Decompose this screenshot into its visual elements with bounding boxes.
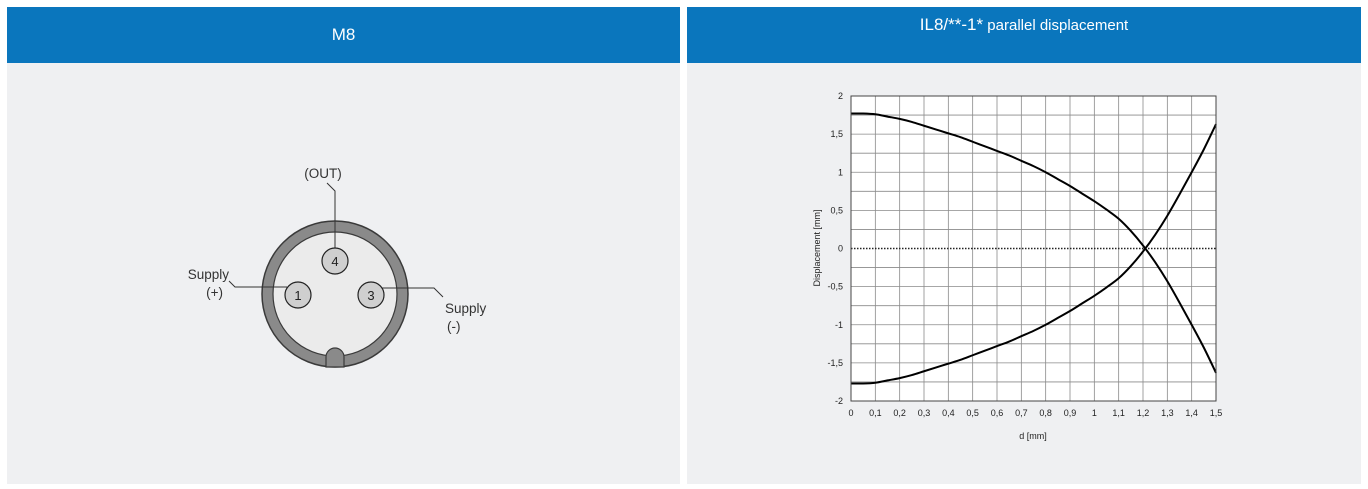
x-tick-label: 0 (848, 408, 853, 418)
connector-panel: M8 4 1 3 (OUT (7, 7, 680, 484)
y-tick-label: 1,5 (830, 129, 843, 139)
x-tick-label: 1,1 (1112, 408, 1125, 418)
x-tick-label: 1,2 (1137, 408, 1150, 418)
y-tick-label: 2 (838, 91, 843, 101)
series (850, 112, 1217, 385)
pin-4-label: (OUT) (304, 166, 342, 181)
y-tick-label: -1 (835, 320, 843, 330)
x-tick-label: 0,6 (991, 408, 1004, 418)
x-tick-label: 0,8 (1039, 408, 1052, 418)
chart-panel: IL8/**-1* parallel displacement 0 0,1 0,2 0… (687, 7, 1361, 484)
chart-title: IL8/**-1* parallel displacement (920, 15, 1129, 40)
x-tick-label: 0,2 (893, 408, 906, 418)
pin-3-label-line1: Supply (445, 301, 487, 316)
x-tick-label: 1,5 (1210, 408, 1223, 418)
chart-panel-header: IL8/**-1* parallel displacement (687, 7, 1361, 63)
y-tick-label: 0 (838, 244, 843, 254)
x-tick-label: 0,9 (1064, 408, 1077, 418)
x-tick-label: 1,4 (1185, 408, 1198, 418)
pin-1-number: 1 (294, 288, 301, 303)
tick-labels: 0 0,1 0,2 0,3 0,4 0,5 0,6 0,7 0,8 0,9 1 1,1 1,2 1,3 1,… (827, 91, 1222, 418)
pin4-leader-line (326, 182, 336, 248)
displacement-chart: 0 0,1 0,2 0,3 0,4 0,5 0,6 0,7 0,8 0,9 1 1,1 1,2 1,3 1,… (812, 91, 1222, 441)
x-tick-label: 1 (1092, 408, 1097, 418)
x-tick-label: 0,5 (966, 408, 979, 418)
pin-3-number: 3 (367, 288, 374, 303)
connector-title: M8 (331, 25, 356, 44)
y-tick-label: -0,5 (827, 282, 843, 292)
y-tick-label: -2 (835, 396, 843, 406)
y-tick-label: -1,5 (827, 358, 843, 368)
m8-pinout-diagram: 4 1 3 (OUT) Supply (+) Supply (-) (188, 166, 487, 368)
pin1-leader-line (228, 280, 287, 288)
x-tick-label: 1,3 (1161, 408, 1174, 418)
x-tick-label: 0,7 (1015, 408, 1028, 418)
chart-title-part2: parallel displacement (983, 17, 1129, 34)
displacement-curve-2 (850, 123, 1217, 385)
connector-panel-header: M8 (7, 7, 680, 63)
y-axis-label: Displacement [mm] (812, 209, 822, 286)
chart-title-part1: IL8/**-1* (919, 15, 984, 34)
y-tick-label: 1 (838, 167, 843, 177)
plot-frame (850, 95, 1217, 402)
chart-area: 0 0,1 0,2 0,3 0,4 0,5 0,6 0,7 0,8 0,9 1 1,1 1,2 1,3 1,… (687, 69, 1361, 484)
pin-1-label-line1: Supply (188, 267, 230, 282)
connector-diagram-area: 4 1 3 (OUT) Supply (+) Supply (-) (7, 69, 680, 484)
x-tick-label: 0,3 (918, 408, 931, 418)
pin-1-label-line2: (+) (206, 285, 223, 300)
pin-4: 4 (321, 247, 349, 275)
x-tick-label: 0,1 (869, 408, 882, 418)
pin-3: 3 (357, 281, 385, 309)
pin-3-label-line2: (-) (447, 319, 461, 334)
pin-1: 1 (284, 281, 312, 309)
pin-4-number: 4 (331, 254, 338, 269)
displacement-curve-1 (850, 112, 1217, 374)
y-tick-label: 0,5 (830, 205, 843, 215)
pin3-leader-line (382, 287, 444, 298)
x-axis-label: d [mm] (1019, 431, 1047, 441)
x-tick-label: 0,4 (942, 408, 955, 418)
connector-key-notch (325, 347, 345, 368)
